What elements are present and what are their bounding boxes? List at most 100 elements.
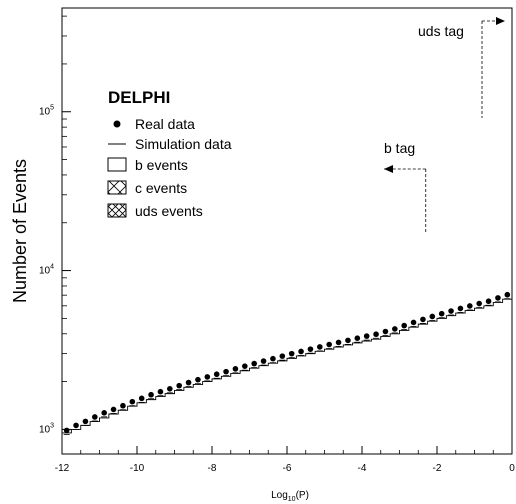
data-point bbox=[157, 388, 164, 397]
legend: DELPHI Real data Simulation data b event… bbox=[107, 88, 232, 219]
data-point bbox=[410, 319, 417, 327]
data-point bbox=[82, 418, 89, 426]
b-tag-arrowhead bbox=[384, 165, 393, 173]
data-point-marker bbox=[448, 308, 454, 314]
data-point-marker bbox=[185, 379, 192, 386]
data-point-marker bbox=[345, 337, 351, 344]
tag-annotations: b tag uds tag bbox=[384, 17, 505, 232]
data-point bbox=[213, 371, 220, 379]
data-point-marker bbox=[288, 350, 295, 357]
data-point bbox=[288, 350, 295, 359]
data-point-marker bbox=[92, 414, 98, 420]
data-point bbox=[316, 344, 323, 352]
data-point-marker bbox=[279, 353, 286, 359]
data-point-marker bbox=[354, 335, 361, 342]
experiment-label: DELPHI bbox=[108, 88, 170, 107]
data-point-marker bbox=[167, 385, 173, 392]
data-point bbox=[438, 310, 445, 319]
data-point bbox=[382, 328, 389, 336]
data-point-marker bbox=[326, 341, 332, 348]
data-point bbox=[279, 353, 286, 361]
data-point-marker bbox=[242, 363, 248, 369]
data-point bbox=[419, 316, 426, 324]
data-point-marker bbox=[382, 328, 389, 335]
data-point-marker bbox=[373, 331, 379, 338]
data-point-marker bbox=[438, 310, 445, 317]
x-tick-label: -10 bbox=[130, 463, 145, 474]
data-point bbox=[448, 308, 455, 316]
data-point-marker bbox=[317, 344, 323, 350]
data-point-marker bbox=[148, 391, 154, 398]
data-point bbox=[298, 348, 305, 356]
x-tick-label: -6 bbox=[283, 463, 292, 474]
data-point bbox=[326, 341, 333, 349]
data-point bbox=[232, 366, 239, 374]
data-point-marker bbox=[138, 395, 145, 402]
data-point-marker bbox=[270, 355, 276, 362]
data-point bbox=[101, 410, 108, 418]
data-point-marker bbox=[251, 360, 257, 367]
data-point bbox=[194, 376, 201, 385]
b-tag-label: b tag bbox=[384, 140, 415, 156]
y-tick-label: 105 bbox=[39, 105, 54, 118]
data-point bbox=[344, 337, 351, 345]
data-point-marker bbox=[223, 368, 229, 375]
data-point-marker bbox=[476, 300, 482, 307]
legend-real-label: Real data bbox=[135, 116, 195, 132]
data-point-marker bbox=[363, 333, 370, 339]
x-axis-label: Log10(P) bbox=[271, 490, 309, 503]
data-point-marker bbox=[129, 398, 136, 405]
uds-tag-label: uds tag bbox=[418, 23, 464, 39]
data-point bbox=[391, 326, 398, 334]
data-point bbox=[260, 358, 267, 366]
legend-uds-swatch bbox=[107, 203, 127, 218]
data-point bbox=[401, 322, 408, 330]
data-point bbox=[466, 303, 473, 311]
data-point bbox=[269, 355, 276, 364]
data-point-marker bbox=[495, 295, 501, 301]
legend-c-label: c events bbox=[135, 180, 187, 196]
data-point bbox=[110, 406, 117, 414]
data-point bbox=[185, 379, 192, 387]
data-point bbox=[204, 374, 211, 382]
data-point bbox=[504, 291, 511, 300]
data-point bbox=[176, 382, 183, 391]
data-point-marker bbox=[401, 322, 407, 329]
data-point bbox=[241, 363, 248, 371]
data-point bbox=[485, 298, 492, 306]
y-axis-label: Number of Events bbox=[10, 159, 30, 303]
data-point-marker bbox=[101, 410, 107, 416]
data-point-marker bbox=[120, 402, 126, 409]
data-point-marker bbox=[213, 371, 220, 378]
data-point-marker bbox=[204, 374, 211, 380]
data-point-marker bbox=[485, 298, 492, 305]
data-point bbox=[148, 391, 155, 400]
data-point-marker bbox=[467, 303, 473, 309]
legend-sim-label: Simulation data bbox=[135, 136, 232, 152]
y-tick-label: 104 bbox=[39, 264, 54, 277]
x-tick-label: -4 bbox=[358, 463, 367, 474]
b-events-area bbox=[62, 294, 512, 454]
x-tick-label: -12 bbox=[55, 463, 70, 474]
data-point-marker bbox=[410, 319, 417, 326]
x-tick-label: 0 bbox=[509, 463, 515, 474]
data-point bbox=[129, 398, 136, 407]
data-point-marker bbox=[82, 418, 89, 425]
data-point-marker bbox=[335, 339, 342, 346]
y-tick-label: 103 bbox=[39, 422, 54, 435]
data-point-marker bbox=[232, 366, 239, 372]
data-point-marker bbox=[457, 305, 464, 312]
data-point-marker bbox=[110, 406, 117, 413]
data-point bbox=[138, 395, 145, 403]
x-tick-label: -2 bbox=[433, 463, 442, 474]
data-point-marker bbox=[504, 291, 511, 298]
legend-uds-label: uds events bbox=[135, 203, 203, 219]
plot-frame bbox=[61, 7, 513, 455]
data-point bbox=[119, 402, 126, 411]
data-point bbox=[373, 331, 380, 339]
data-point bbox=[354, 335, 361, 343]
data-point-marker bbox=[298, 348, 304, 355]
uds-tag-arrowhead bbox=[496, 17, 505, 25]
